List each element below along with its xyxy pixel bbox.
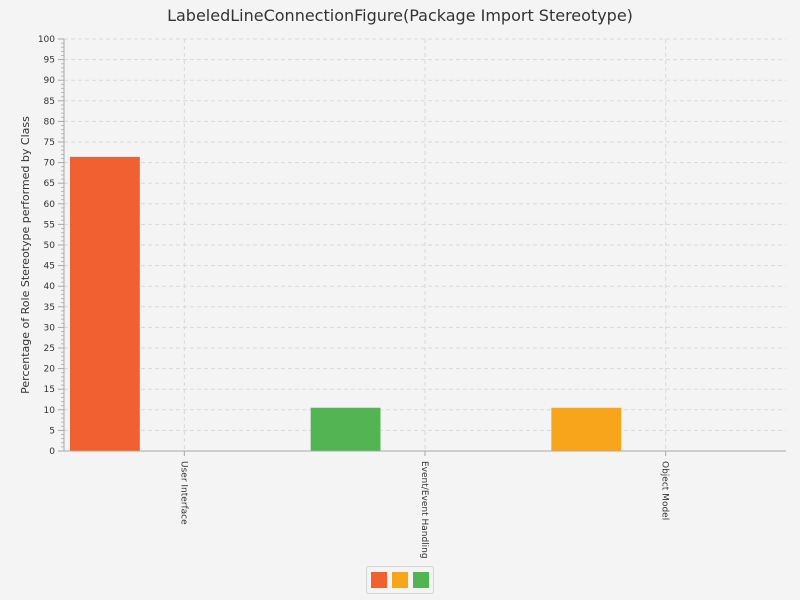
- y-tick-label: 70: [44, 159, 56, 169]
- y-tick-label: 55: [44, 220, 55, 230]
- bar-user-interface: [70, 156, 140, 451]
- y-tick-label: 15: [44, 385, 55, 395]
- y-tick-label: 85: [44, 97, 55, 107]
- chart-title: LabeledLineConnectionFigure(Package Impo…: [167, 6, 633, 25]
- x-tick-label: Event/Event Handling: [419, 461, 429, 559]
- axis-labels: 0 5 10 15 20 25 30 35 40 45 50 55 60 65 70 75 80 85 90 95 10…: [19, 35, 670, 559]
- y-axis-title: Percentage of Role Stereotype performed …: [19, 116, 32, 394]
- y-tick-label: 40: [44, 282, 56, 292]
- y-tick-label: 60: [44, 200, 56, 210]
- y-tick-label: 10: [44, 406, 56, 416]
- chart-legend: [366, 566, 434, 594]
- x-tick-label: User Interface: [178, 461, 188, 525]
- y-tick-label: 0: [49, 447, 55, 457]
- y-tick-label: 50: [44, 241, 56, 251]
- legend-swatch-1: [371, 572, 387, 588]
- y-tick-label: 20: [44, 365, 56, 375]
- y-tick-label: 80: [44, 117, 56, 127]
- y-tick-label: 25: [44, 344, 55, 354]
- bar-event-event-handling: [310, 407, 381, 451]
- y-tick-label: 45: [44, 262, 55, 272]
- x-tick-label: Object Model: [660, 461, 670, 520]
- y-tick-label: 75: [44, 138, 55, 148]
- y-tick-label: 65: [44, 179, 55, 189]
- y-tick-label: 100: [38, 35, 55, 45]
- grid-lines: [64, 38, 786, 451]
- axes: [58, 38, 786, 456]
- y-tick-label: 95: [44, 56, 55, 66]
- y-tick-label: 30: [44, 323, 56, 333]
- bars: [70, 156, 622, 451]
- bar-object-model: [551, 407, 622, 451]
- y-tick-label: 5: [49, 426, 55, 436]
- y-tick-label: 90: [44, 76, 56, 86]
- legend-swatch-3: [413, 572, 429, 588]
- y-tick-label: 35: [44, 303, 55, 313]
- legend-swatch-2: [392, 572, 408, 588]
